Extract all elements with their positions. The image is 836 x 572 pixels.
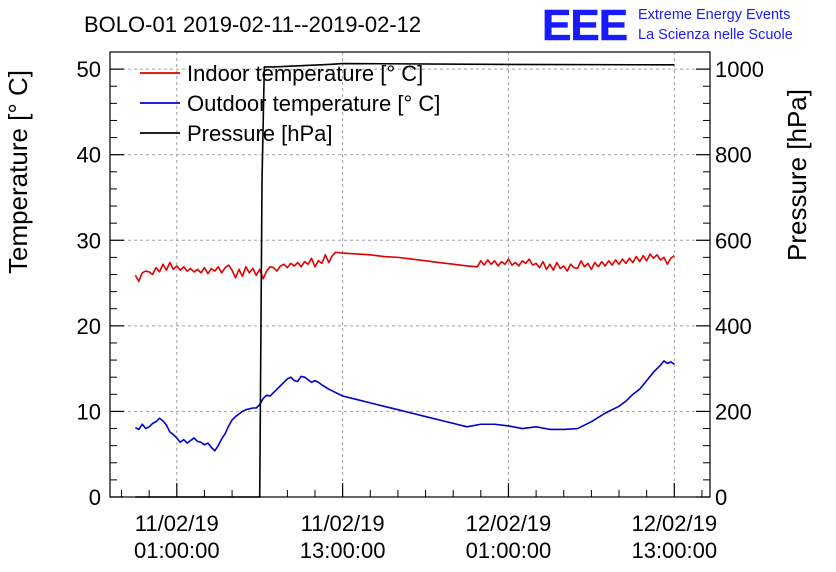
x-tick-date: 11/02/19 (301, 511, 385, 536)
y2-tick-label: 600 (715, 228, 752, 253)
x-tick-date: 12/02/19 (631, 511, 717, 536)
y2-tick-label: 400 (715, 314, 752, 339)
eee-logo-line2: La Scienza nelle Scuole (638, 27, 793, 43)
y2-tick-label: 200 (715, 399, 752, 424)
x-tick-time: 01:00:00 (466, 538, 552, 563)
x-tick-time: 01:00:00 (134, 538, 220, 563)
y2-tick-label: 1000 (715, 57, 764, 82)
y-tick-label: 30 (77, 228, 101, 253)
y-tick-label: 10 (77, 399, 101, 424)
legend: Indoor temperature [° C] Outdoor temperat… (140, 61, 440, 146)
x-tick-time: 13:00:00 (631, 538, 717, 563)
eee-logo-mark: EEE (542, 1, 627, 50)
y-axis-label: Temperature [° C] (3, 70, 33, 274)
y-tick-label: 40 (77, 143, 101, 168)
series-line-2 (134, 360, 675, 452)
x-tick-date: 11/02/19 (135, 511, 219, 536)
y2-axis-label: Pressure [hPa] (782, 89, 812, 261)
y2-tick-label: 0 (715, 485, 727, 510)
chart-title: BOLO-01 2019-02-11--2019-02-12 (84, 12, 421, 37)
legend-label: Pressure [hPa] (187, 121, 333, 146)
legend-label: Indoor temperature [° C] (187, 61, 423, 86)
series-line-3 (135, 62, 675, 498)
axes: 010203040500200400600800100011/02/1901:0… (77, 51, 764, 563)
y-tick-label: 50 (77, 57, 101, 82)
eee-logo: EEE Extreme Energy Events La Scienza nel… (542, 1, 793, 51)
y-tick-label: 20 (77, 314, 101, 339)
y2-tick-label: 800 (715, 143, 752, 168)
legend-label: Outdoor temperature [° C] (187, 91, 440, 116)
series-layer (134, 62, 675, 498)
series-line-1 (134, 251, 675, 283)
eee-logo-line1: Extreme Energy Events (638, 7, 790, 23)
x-tick-time: 13:00:00 (300, 538, 386, 563)
grid (110, 52, 710, 497)
x-tick-date: 12/02/19 (466, 511, 552, 536)
y-tick-label: 0 (89, 485, 101, 510)
